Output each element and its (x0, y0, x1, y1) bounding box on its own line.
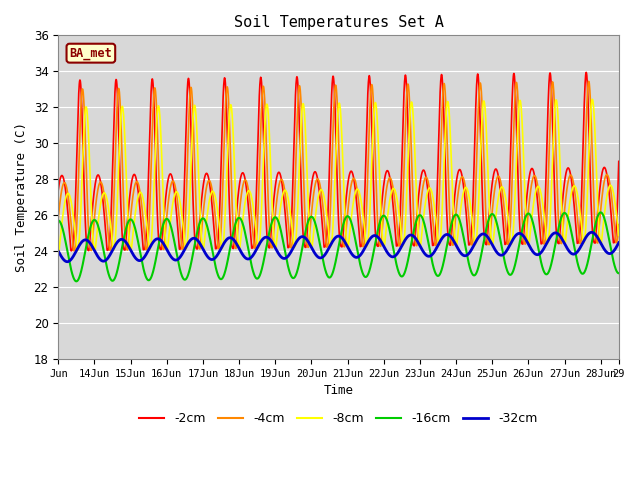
-4cm (83, 194, 91, 200)
-8cm (615, 233, 623, 239)
Line: -16cm: -16cm (58, 213, 619, 281)
-16cm (496, 234, 504, 240)
-4cm (327, 187, 335, 193)
-4cm (599, 186, 607, 192)
-32cm (599, 244, 607, 250)
-16cm (615, 270, 623, 276)
-32cm (496, 252, 504, 258)
-8cm (496, 188, 504, 193)
-4cm (615, 222, 623, 228)
-4cm (496, 176, 504, 181)
-32cm (83, 238, 91, 243)
-16cm (72, 278, 80, 284)
-4cm (585, 78, 593, 84)
-2cm (67, 248, 75, 254)
-8cm (83, 109, 91, 115)
-2cm (312, 170, 320, 176)
Line: -4cm: -4cm (58, 81, 619, 251)
-16cm (327, 274, 335, 279)
-16cm (599, 212, 607, 217)
-8cm (599, 227, 607, 232)
-8cm (327, 243, 335, 249)
-8cm (589, 96, 596, 102)
Text: BA_met: BA_met (70, 47, 112, 60)
-2cm (599, 167, 607, 173)
Line: -32cm: -32cm (58, 232, 619, 262)
-16cm (83, 239, 91, 244)
-4cm (599, 188, 607, 194)
-8cm (599, 224, 607, 229)
-8cm (55, 248, 63, 254)
Y-axis label: Soil Temperature (C): Soil Temperature (C) (15, 122, 28, 272)
-2cm (615, 158, 623, 164)
-2cm (582, 70, 590, 75)
-2cm (54, 187, 62, 193)
-32cm (312, 252, 320, 258)
-2cm (83, 245, 91, 251)
-2cm (496, 184, 504, 190)
Line: -2cm: -2cm (58, 72, 619, 251)
-16cm (597, 210, 605, 216)
-16cm (312, 224, 320, 229)
Line: -8cm: -8cm (58, 99, 619, 251)
-4cm (54, 215, 62, 221)
-16cm (599, 212, 607, 218)
-32cm (327, 241, 335, 247)
-16cm (54, 217, 62, 223)
-4cm (312, 178, 320, 183)
-8cm (312, 207, 320, 213)
Title: Soil Temperatures Set A: Soil Temperatures Set A (234, 15, 444, 30)
-2cm (327, 107, 335, 112)
-32cm (63, 259, 71, 264)
-32cm (588, 229, 595, 235)
-2cm (599, 166, 607, 172)
Legend: -2cm, -4cm, -8cm, -16cm, -32cm: -2cm, -4cm, -8cm, -16cm, -32cm (134, 407, 543, 430)
-32cm (54, 248, 62, 254)
-8cm (54, 247, 62, 253)
-4cm (70, 248, 77, 254)
X-axis label: Time: Time (323, 384, 353, 397)
-32cm (599, 244, 607, 250)
-32cm (615, 240, 623, 246)
